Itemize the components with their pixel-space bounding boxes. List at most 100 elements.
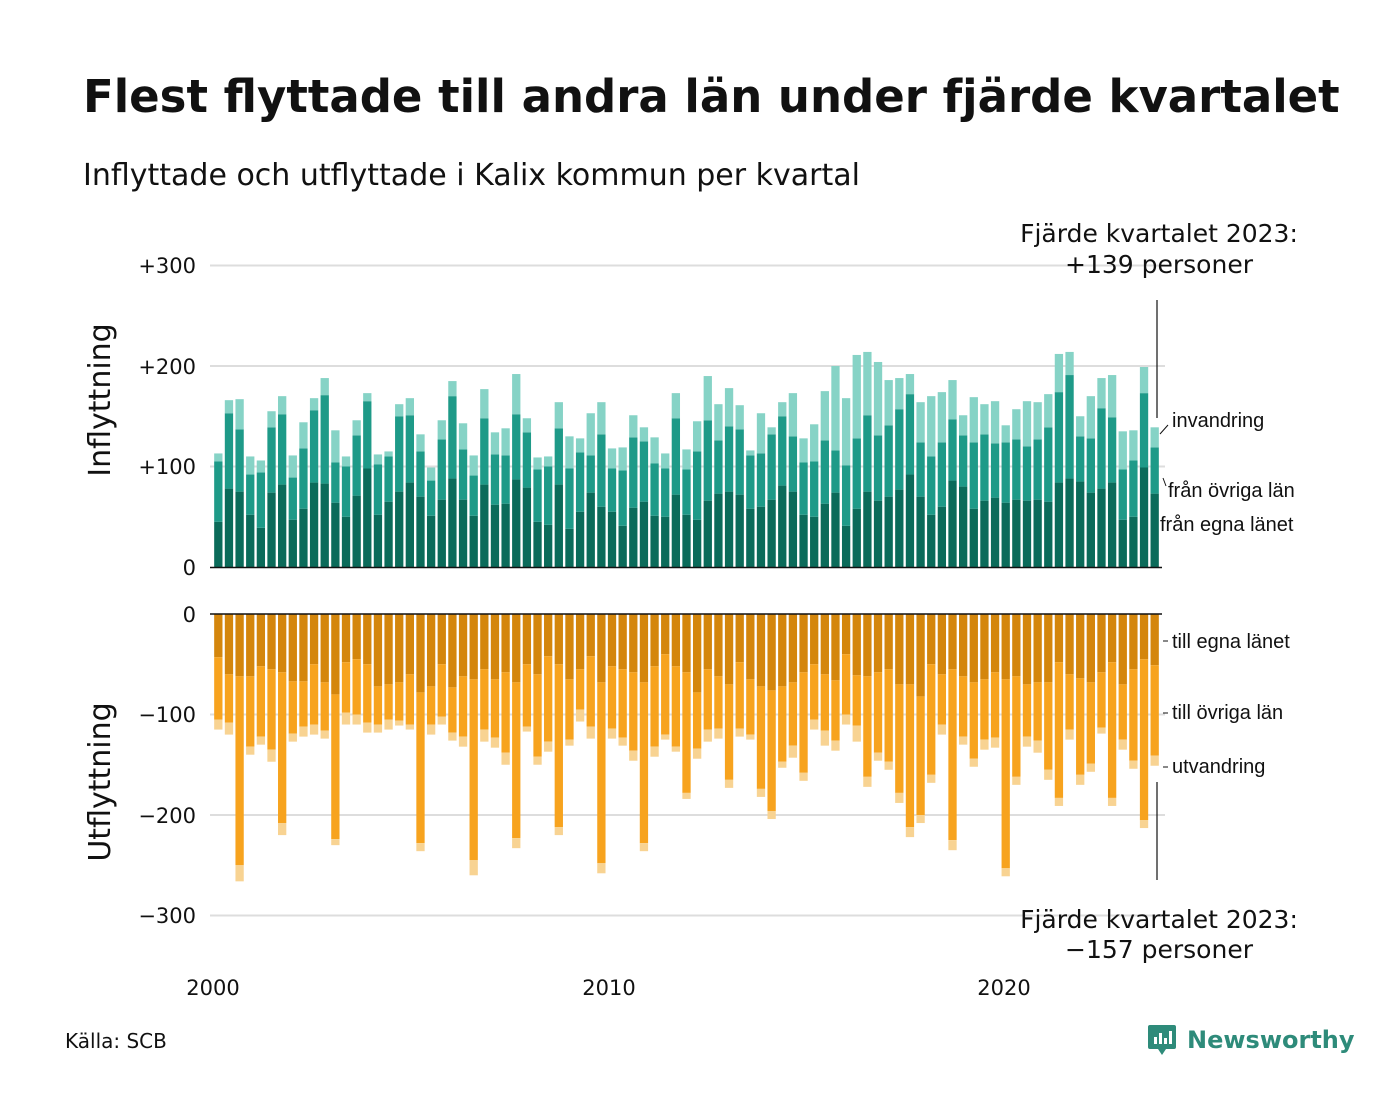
inflow-bar-87-s0 <box>1139 467 1149 567</box>
inflow-bar-76-s2 <box>1022 401 1032 447</box>
outflow-bar-65-s1 <box>905 684 915 828</box>
outflow-bar-13-s2 <box>352 714 361 725</box>
outflow-bar-76-s2 <box>1022 736 1032 747</box>
outflow-bar-12-s1 <box>341 662 351 713</box>
outflow-bar-15-s1 <box>373 686 383 725</box>
inflow-bar-48-s2 <box>724 388 734 427</box>
inflow-bar-15-s1 <box>373 464 383 515</box>
outflow-bar-70-s0 <box>959 614 968 677</box>
outflow-bar-15-s0 <box>373 614 383 687</box>
inflow-bar-57-s1 <box>820 440 829 504</box>
outflow-bar-17-s0 <box>395 614 404 683</box>
outflow-bar-43-s0 <box>671 614 681 667</box>
outflow-bar-40-s1 <box>639 682 649 844</box>
outflow-bar-60-s1 <box>852 675 861 726</box>
inflow-bar-56-s1 <box>810 461 819 517</box>
outflow-bar-48-s0 <box>724 614 734 685</box>
ytick-in-0: 0 <box>183 556 196 580</box>
inflow-bar-47-s2 <box>714 404 723 441</box>
inflow-bar-60-s2 <box>852 354 861 439</box>
inflow-bar-76-s0 <box>1022 500 1032 567</box>
inflow-bar-12-s1 <box>341 466 351 517</box>
inflow-bar-26-s0 <box>490 504 500 567</box>
inflow-bar-69-s1 <box>948 419 957 481</box>
outflow-bar-17-s2 <box>395 720 404 726</box>
outflow-bar-36-s2 <box>597 863 606 874</box>
outflow-bar-20-s0 <box>426 614 436 687</box>
inflow-bar-34-s1 <box>575 452 585 512</box>
inflow-bar-64-s0 <box>895 489 904 567</box>
ytick-out-200: −200 <box>138 804 196 828</box>
outflow-bar-66-s2 <box>916 815 925 824</box>
inflow-bar-78-s1 <box>1044 427 1053 502</box>
outflow-bar-37-s0 <box>607 614 617 667</box>
outflow-bar-43-s2 <box>671 746 681 752</box>
outflow-bar-49-s1 <box>735 662 744 729</box>
outflow-bar-2-s0 <box>235 614 244 677</box>
page-title: Flest flyttade till andra län under fjär… <box>83 70 1340 123</box>
outflow-bar-11-s0 <box>331 614 340 695</box>
inflow-bar-38-s0 <box>618 525 627 567</box>
outflow-bar-44-s0 <box>682 614 691 673</box>
inflow-bar-40-s0 <box>639 501 649 567</box>
outflow-bar-26-s2 <box>490 737 500 748</box>
inflow-bar-79-s1 <box>1054 392 1064 483</box>
inflow-bar-60-s0 <box>852 508 861 567</box>
outflow-bar-54-s2 <box>788 745 798 758</box>
axes <box>210 566 1162 615</box>
outflow-bar-21-s0 <box>437 614 446 665</box>
inflow-bar-16-s1 <box>384 456 393 502</box>
outflow-bar-5-s2 <box>267 749 276 762</box>
outflow-bar-75-s1 <box>1012 676 1021 777</box>
newsworthy-logo-icon <box>1148 1025 1176 1055</box>
source-note: Källa: SCB <box>65 1029 167 1053</box>
inflow-bar-69-s0 <box>948 480 957 567</box>
inflow-bar-22-s2 <box>448 381 457 397</box>
outflow-bar-39-s2 <box>629 750 638 761</box>
inflow-bar-64-s2 <box>895 378 904 410</box>
annotation-bottom-line1: Fjärde kvartalet 2023: <box>1020 905 1298 934</box>
outflow-bar-31-s1 <box>544 656 553 742</box>
inflow-bar-75-s0 <box>1012 499 1021 567</box>
outflow-bar-69-s0 <box>948 614 957 670</box>
outflow-bar-86-s1 <box>1129 669 1138 761</box>
outflow-bar-33-s0 <box>565 614 574 680</box>
outflow-bar-27-s1 <box>501 672 510 753</box>
inflow-bar-19-s0 <box>416 496 425 567</box>
inflow-bar-47-s0 <box>714 493 723 567</box>
inflow-bar-50-s2 <box>746 450 755 456</box>
outflow-bar-73-s0 <box>990 614 1000 673</box>
inflow-bar-17-s1 <box>395 416 404 492</box>
outflow-bar-32-s2 <box>554 827 563 836</box>
inflow-bar-88-s2 <box>1150 427 1159 448</box>
inflow-bar-24-s2 <box>469 455 478 476</box>
outflow-bar-64-s0 <box>895 614 904 685</box>
ytick-in-300: +300 <box>138 254 196 278</box>
inflow-bar-9-s0 <box>309 482 319 567</box>
inflow-bar-82-s2 <box>1086 396 1095 439</box>
inflow-bar-87-s2 <box>1139 367 1149 394</box>
outflow-bar-70-s1 <box>959 676 968 737</box>
inflow-bar-44-s2 <box>682 449 691 470</box>
inflow-bar-68-s0 <box>937 506 947 567</box>
outflow-bar-39-s0 <box>629 614 638 673</box>
outflow-bar-68-s0 <box>937 614 947 675</box>
inflow-bar-28-s0 <box>512 479 521 567</box>
outflow-bar-20-s1 <box>426 686 436 725</box>
outflow-bar-77-s1 <box>1033 682 1042 741</box>
outflow-bar-72-s2 <box>980 739 989 750</box>
inflow-bar-2-s1 <box>235 429 244 492</box>
inflow-bar-88-s0 <box>1150 493 1159 567</box>
inflow-bar-59-s2 <box>841 398 851 466</box>
inflow-bar-57-s0 <box>820 503 829 567</box>
legend-till-egna-lanet: till egna länet <box>1172 631 1290 653</box>
inflow-bar-37-s0 <box>607 511 617 567</box>
outflow-bar-34-s2 <box>575 709 585 722</box>
inflow-bar-75-s1 <box>1012 439 1021 500</box>
outflow-bar-76-s1 <box>1022 684 1032 737</box>
inflow-bar-71-s0 <box>969 508 978 567</box>
inflow-bar-67-s1 <box>927 456 936 515</box>
inflow-bar-3-s2 <box>246 456 255 475</box>
inflow-bar-59-s1 <box>841 465 851 526</box>
inflow-bar-68-s1 <box>937 442 947 507</box>
